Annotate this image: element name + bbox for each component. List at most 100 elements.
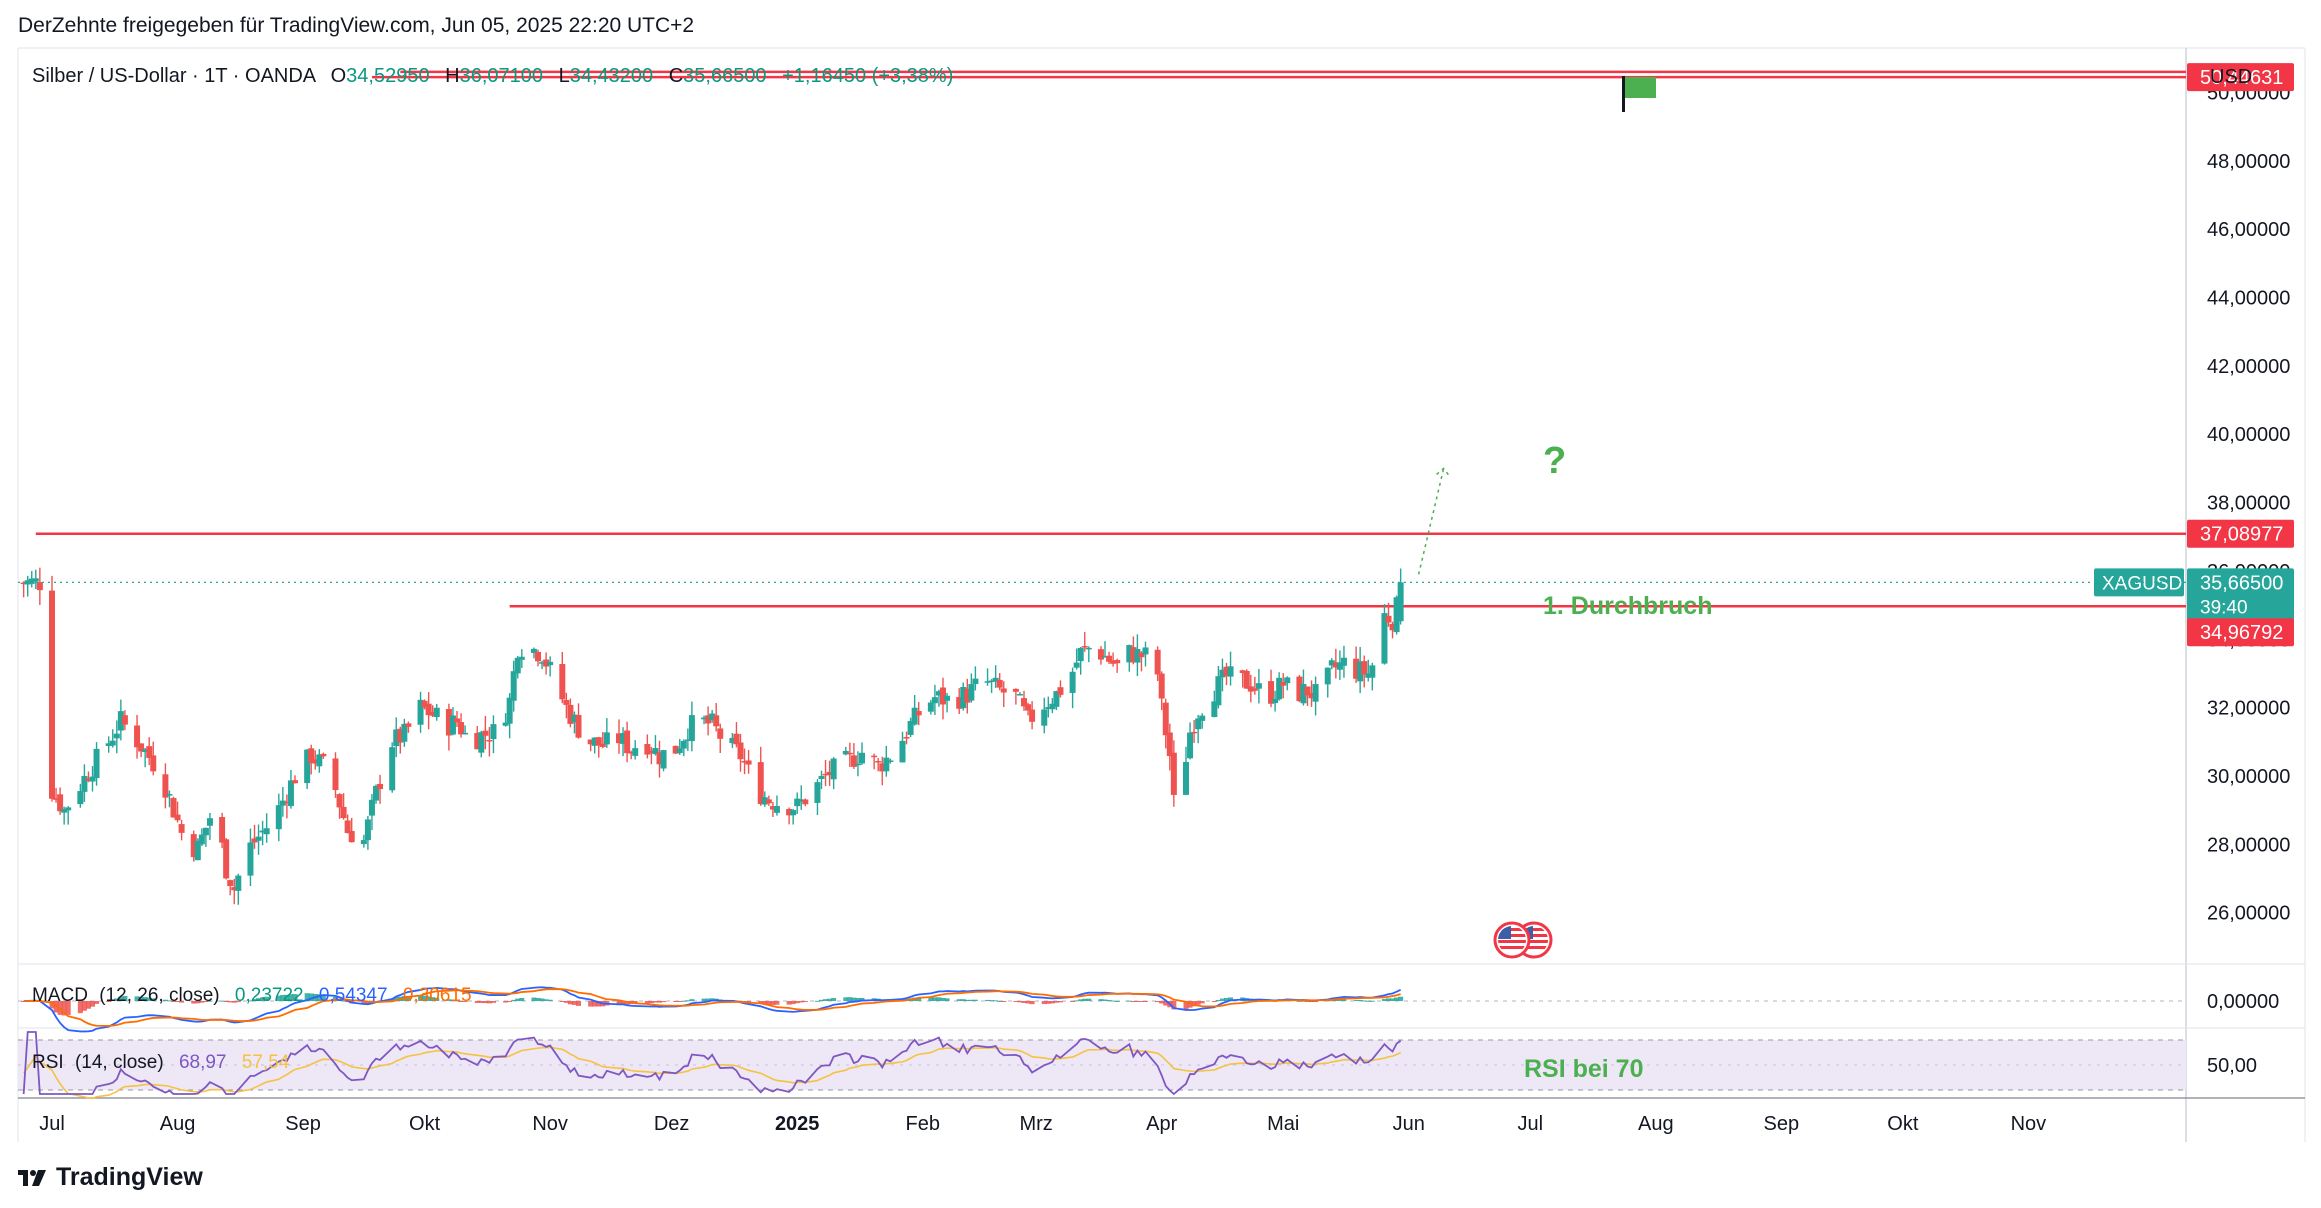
candle — [628, 750, 635, 760]
macd-histogram-bar — [831, 997, 837, 1001]
candle — [20, 581, 27, 598]
macd-histogram-bar — [819, 999, 824, 1001]
candle — [134, 714, 141, 759]
candle — [482, 715, 489, 750]
macd-histogram-bar — [762, 1001, 768, 1005]
macd-histogram-bar — [138, 996, 144, 1001]
candle — [822, 759, 829, 787]
candle — [1195, 714, 1202, 744]
macd-histogram-bar — [823, 999, 829, 1001]
candle — [32, 569, 39, 590]
macd-histogram-bar — [1199, 1001, 1205, 1004]
candle — [996, 673, 1003, 691]
candle — [340, 793, 347, 820]
green-flag-icon[interactable] — [1622, 76, 1656, 112]
macd-histogram-bar — [320, 994, 326, 1001]
candle — [401, 718, 408, 747]
currency-button[interactable]: USD — [2210, 66, 2252, 88]
candle — [571, 711, 578, 734]
macd-histogram-bar — [960, 999, 966, 1001]
candle — [1369, 662, 1376, 691]
macd-histogram-bar — [280, 994, 286, 1001]
macd-histogram-bar — [685, 1000, 691, 1002]
candle — [142, 747, 149, 768]
macd-histogram-bar — [1029, 1001, 1035, 1005]
macd-histogram-bar — [65, 1001, 71, 1015]
candle — [373, 784, 379, 804]
macd-histogram-bar — [292, 994, 298, 1001]
candle — [620, 727, 627, 757]
macd-histogram-bar — [1369, 1000, 1375, 1002]
macd-histogram-bar — [1102, 999, 1108, 1001]
macd-histogram-bar — [90, 1001, 95, 1007]
candle — [769, 801, 776, 818]
level-price-label: 34,96792 — [2187, 618, 2294, 647]
macd-histogram-bar — [616, 1001, 622, 1006]
candle — [1021, 690, 1027, 711]
macd-histogram-bar — [142, 997, 148, 1001]
candle — [1340, 645, 1347, 678]
candle — [1114, 658, 1121, 673]
candle — [883, 745, 890, 777]
us-flag-icon[interactable] — [1493, 921, 1531, 959]
macd-histogram-bar — [539, 998, 545, 1001]
macd-histogram-bar — [972, 999, 978, 1001]
candle — [1393, 595, 1400, 635]
macd-histogram-bar — [1017, 1001, 1023, 1003]
candle — [956, 688, 963, 715]
candle — [761, 791, 768, 807]
macd-histogram-bar — [162, 999, 168, 1001]
candle — [320, 752, 327, 759]
candle — [964, 678, 971, 714]
macd-histogram-bar — [1381, 999, 1387, 1001]
macd-histogram-bar — [1195, 1001, 1201, 1005]
macd-histogram-bar — [652, 1001, 658, 1003]
candle — [1142, 641, 1149, 667]
macd-histogram-bar — [418, 995, 424, 1001]
macd-histogram-bar — [61, 1001, 67, 1016]
time-tick-label: Dez — [654, 1113, 690, 1135]
candle — [1353, 646, 1360, 683]
candle — [389, 742, 396, 793]
macd-histogram-bar — [1211, 1001, 1217, 1002]
rsi-legend: RSI (14, close) 68,97 57,54 — [32, 1052, 290, 1073]
time-tick-label: Feb — [906, 1113, 940, 1135]
share-line: DerZehnte freigegeben für TradingView.co… — [18, 14, 695, 37]
macd-histogram-bar — [1057, 1001, 1063, 1003]
macd-histogram-bar — [1045, 1001, 1051, 1004]
macd-histogram-bar — [490, 1001, 496, 1003]
candle — [1154, 646, 1161, 682]
candle — [518, 649, 525, 669]
candle — [591, 737, 598, 754]
level-lines — [35, 70, 2186, 608]
macd-histogram-bar — [446, 999, 452, 1001]
last-price-label: 35,66500 39:40 XAGUSD — [2094, 568, 2294, 621]
candle — [368, 793, 375, 831]
candle — [251, 824, 258, 849]
macd-histogram-bar — [284, 994, 290, 1001]
candle — [1328, 658, 1335, 670]
time-tick-label: Aug — [1638, 1113, 1674, 1135]
macd-histogram-bar — [571, 1001, 577, 1005]
time-axis-labels: Jul Aug Sep Okt Nov Dez 2025 Feb Mrz Apr Mai Jun Jul… — [39, 1113, 2046, 1135]
macd-histogram-bar — [405, 996, 411, 1001]
candle — [474, 725, 481, 750]
macd-histogram-bar — [106, 1001, 112, 1002]
tradingview-brand[interactable]: TradingView — [18, 1163, 203, 1192]
svg-text:XAGUSD: XAGUSD — [2102, 573, 2182, 594]
candle — [972, 666, 979, 691]
candle — [421, 699, 428, 710]
candle — [1336, 650, 1343, 680]
candle — [445, 703, 452, 751]
candle — [304, 749, 311, 790]
macd-histogram-bar — [576, 1001, 581, 1006]
macd-histogram-bar — [1163, 1001, 1169, 1006]
candle — [842, 746, 849, 756]
candle — [178, 819, 185, 841]
macd-histogram-bar — [543, 999, 549, 1001]
price-labels: 50,44631 37,08977 35,66500 39:40 XAGUSD 34,96… — [2094, 63, 2294, 647]
candle — [648, 747, 655, 765]
candle — [1183, 746, 1189, 796]
macd-histogram-bar — [199, 1001, 205, 1003]
rsi-annotation: RSI bei 70 — [1524, 1055, 1644, 1083]
